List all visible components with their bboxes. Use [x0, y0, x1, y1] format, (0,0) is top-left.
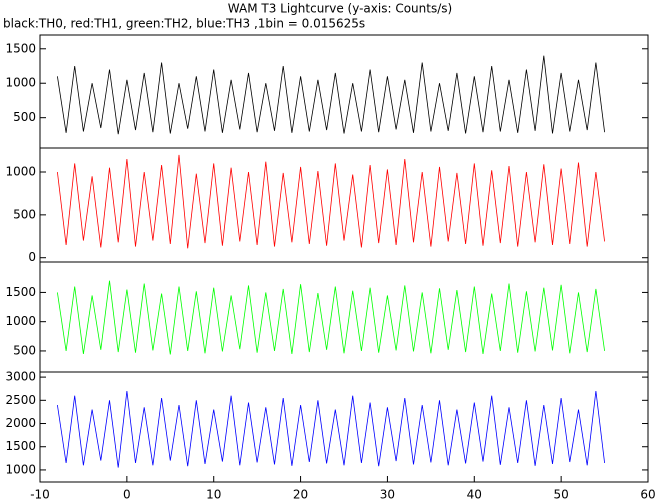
- y-tick-label: 1500: [5, 439, 36, 453]
- x-tick-label: -10: [30, 488, 50, 502]
- data-line: [57, 55, 605, 135]
- y-tick-label: 500: [13, 343, 36, 357]
- y-tick-label: 0: [28, 250, 36, 264]
- x-tick-label: 30: [380, 488, 395, 502]
- x-tick-label: 50: [554, 488, 569, 502]
- data-line: [57, 280, 605, 355]
- y-tick-label: 2500: [5, 393, 36, 407]
- panel-frame: [39, 371, 649, 483]
- y-tick-label: 500: [13, 110, 36, 124]
- y-tick-label: 1000: [5, 462, 36, 476]
- y-tick-label: 1000: [5, 314, 36, 328]
- data-line: [57, 390, 605, 468]
- x-tick-label: 10: [206, 488, 221, 502]
- chart-title: WAM T3 Lightcurve (y-axis: Counts/s): [228, 2, 452, 16]
- x-tick-label: 20: [293, 488, 308, 502]
- y-tick-label: 1000: [5, 165, 36, 179]
- y-tick-label: 2000: [5, 416, 36, 430]
- y-tick-label: 1500: [5, 285, 36, 299]
- x-tick-label: 0: [123, 488, 131, 502]
- y-tick-label: 3000: [5, 370, 36, 384]
- y-tick-label: 500: [13, 207, 36, 221]
- data-line: [57, 154, 605, 249]
- y-tick-label: 1500: [5, 41, 36, 55]
- chart-subtitle: black:TH0, red:TH1, green:TH2, blue:TH3 …: [3, 17, 365, 31]
- x-tick-label: 60: [640, 488, 655, 502]
- x-tick-label: 40: [467, 488, 482, 502]
- y-tick-label: 1000: [5, 76, 36, 90]
